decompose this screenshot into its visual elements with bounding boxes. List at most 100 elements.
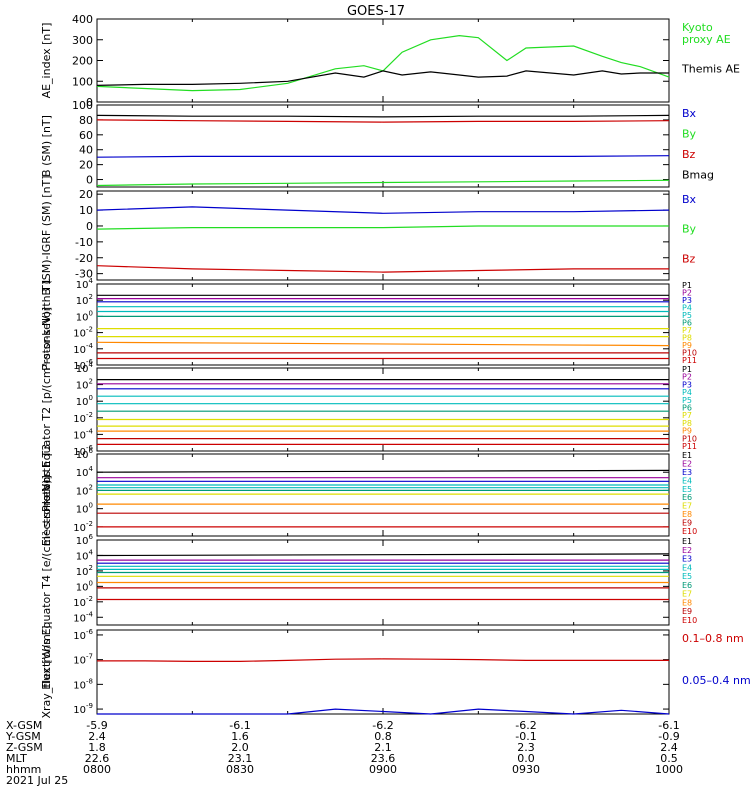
legend-line: P8 bbox=[682, 334, 692, 343]
legend-p4: P4 bbox=[682, 304, 692, 313]
x-axis-value: 1000 bbox=[655, 763, 683, 776]
series-line-e1 bbox=[96, 553, 670, 557]
x-axis-value: -6.2 bbox=[372, 719, 393, 732]
y-tick-label: 100 bbox=[76, 309, 93, 323]
x-axis-value: 1.6 bbox=[231, 730, 249, 743]
legend-line: P2 bbox=[682, 373, 692, 382]
legend-bx: Bx bbox=[682, 193, 697, 206]
y-tick-exponent: 0 bbox=[89, 502, 93, 510]
legend-line: P1 bbox=[682, 365, 692, 374]
legend-p6: P6 bbox=[682, 404, 692, 413]
legend-line: P10 bbox=[682, 434, 697, 443]
legend-bx: Bx bbox=[682, 107, 697, 120]
y-tick-label: 104 bbox=[76, 277, 94, 291]
legend-line: P6 bbox=[682, 404, 692, 413]
y-tick-label: 10-4 bbox=[73, 610, 93, 624]
x-axis-value: 0.5 bbox=[660, 752, 678, 765]
series-line-0-1-0-8-nm bbox=[97, 658, 669, 663]
y-tick-base: 10 bbox=[73, 447, 86, 458]
y-tick-label: 106 bbox=[76, 533, 94, 547]
legend-line: E8 bbox=[682, 598, 692, 607]
x-axis-value: -0.1 bbox=[515, 730, 536, 743]
legend-line: P6 bbox=[682, 319, 692, 328]
y-tick-label: 102 bbox=[76, 483, 93, 497]
y-tick-label: 60 bbox=[79, 129, 93, 142]
y-tick-base: 10 bbox=[73, 631, 86, 642]
y-tick-base: 10 bbox=[73, 613, 86, 624]
legend-line: E2 bbox=[682, 459, 692, 468]
y-tick-label: 100 bbox=[72, 75, 93, 88]
y-tick-label: 10-8 bbox=[73, 677, 93, 691]
legend-line: 0.05–0.4 nm bbox=[682, 674, 750, 687]
y-tick-label: -20 bbox=[75, 252, 93, 265]
y-tick-exponent: 4 bbox=[89, 548, 94, 556]
x-axis-value: 2.4 bbox=[88, 730, 106, 743]
legend-line: By bbox=[682, 223, 697, 236]
legend-p3: P3 bbox=[682, 380, 692, 389]
legend-line: E1 bbox=[682, 537, 692, 546]
legend-bmag: Bmag bbox=[682, 169, 714, 182]
y-tick-base: 10 bbox=[73, 680, 86, 691]
y-tick-base: 10 bbox=[76, 397, 89, 408]
legend-p7: P7 bbox=[682, 411, 692, 420]
legend-e7: E7 bbox=[682, 590, 692, 599]
y-axis-label: Protons North T1 bbox=[40, 278, 53, 371]
x-axis-value: 0800 bbox=[83, 763, 111, 776]
y-tick-label: 10-2 bbox=[73, 411, 93, 425]
legend-0-1-0-8-nm: 0.1–0.8 nm bbox=[682, 632, 744, 645]
legend-line: E2 bbox=[682, 546, 692, 555]
y-tick-label: 102 bbox=[76, 564, 93, 578]
y-tick-base: 10 bbox=[76, 381, 89, 392]
legend-line: Bx bbox=[682, 193, 697, 206]
panel-frame bbox=[96, 629, 670, 715]
y-tick-exponent: 0 bbox=[89, 579, 93, 587]
legend-line: E10 bbox=[682, 527, 697, 536]
legend-p8: P8 bbox=[682, 419, 692, 428]
legend-e2: E2 bbox=[682, 546, 692, 555]
y-tick-label: 100 bbox=[72, 99, 93, 112]
y-tick-label: 100 bbox=[76, 579, 93, 593]
legend-line: Bmag bbox=[682, 169, 714, 182]
y-tick-label: 300 bbox=[72, 34, 93, 47]
legend-line: E10 bbox=[682, 616, 697, 625]
y-tick-base: 10 bbox=[76, 505, 89, 516]
legend-e10: E10 bbox=[682, 527, 697, 536]
y-tick-base: 10 bbox=[76, 296, 89, 307]
legend-e1: E1 bbox=[682, 451, 692, 460]
legend-line: P3 bbox=[682, 380, 692, 389]
legend-p3: P3 bbox=[682, 296, 692, 305]
y-tick-exponent: -4 bbox=[86, 610, 94, 618]
y-tick-base: 10 bbox=[73, 430, 86, 441]
series-line-bmag bbox=[96, 114, 670, 118]
chart-title: GOES-17 bbox=[347, 4, 405, 19]
y-tick-label: 104 bbox=[76, 548, 94, 562]
y-axis-label: B (SM) [nT] bbox=[40, 115, 53, 177]
x-axis-row-label: Y-GSM bbox=[5, 730, 41, 743]
y-tick-base: 10 bbox=[76, 280, 89, 291]
y-tick-label: 106 bbox=[76, 447, 94, 461]
legend-line: P5 bbox=[682, 311, 692, 320]
legend-line: By bbox=[682, 128, 697, 141]
legend-line: E3 bbox=[682, 468, 692, 477]
legend-e3: E3 bbox=[682, 555, 692, 564]
y-tick-base: 10 bbox=[73, 656, 86, 667]
x-axis-value: -6.1 bbox=[658, 719, 679, 732]
x-axis-value: 2.1 bbox=[374, 741, 392, 754]
y-tick-exponent: -8 bbox=[86, 677, 93, 685]
x-axis-value: 2.0 bbox=[231, 741, 249, 754]
y-tick-exponent: 2 bbox=[89, 293, 93, 301]
y-tick-label: 400 bbox=[72, 13, 93, 26]
legend-line: E5 bbox=[682, 485, 692, 494]
legend-p4: P4 bbox=[682, 388, 692, 397]
y-tick-exponent: -6 bbox=[86, 628, 94, 636]
series-line-p9 bbox=[96, 341, 670, 347]
y-tick-exponent: -4 bbox=[86, 427, 94, 435]
y-tick-label: 104 bbox=[76, 361, 94, 375]
legend-line: P2 bbox=[682, 289, 692, 298]
series-line-kyoto-proxy-ae bbox=[96, 34, 670, 92]
legend-e3: E3 bbox=[682, 468, 692, 477]
